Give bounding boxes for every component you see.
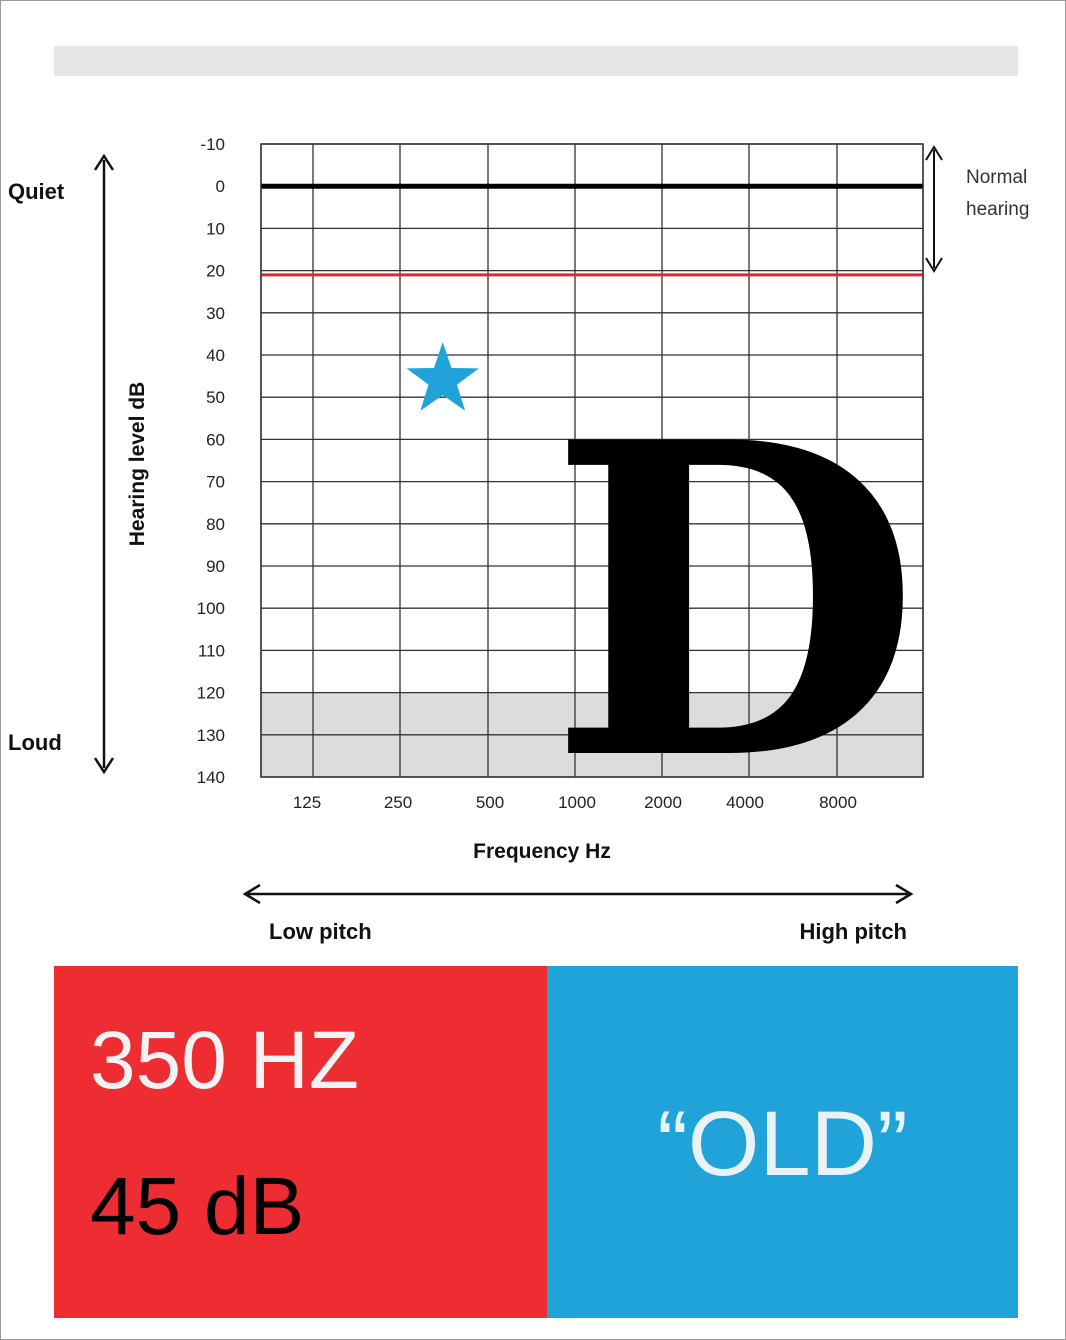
x-axis-title: Frequency Hz xyxy=(473,840,611,863)
audiogram-chart: -10 0 10 20 30 40 50 60 70 80 90 100 110 120 130 140 125… xyxy=(8,135,1029,944)
y-tick-label: 20 xyxy=(206,262,225,281)
y-tick-label: 100 xyxy=(197,599,225,618)
x-tick-label: 2000 xyxy=(644,793,682,812)
y-tick-label: 50 xyxy=(206,388,225,407)
classification-panel: “OLD” xyxy=(547,966,1018,1318)
low-pitch-label: Low pitch xyxy=(269,919,372,944)
frequency-value: 350 HZ xyxy=(90,1015,359,1106)
y-tick-label: 130 xyxy=(197,726,225,745)
y-tick-label: 30 xyxy=(206,304,225,323)
classification-label: “OLD” xyxy=(657,1093,908,1195)
overlay-letter: D xyxy=(548,350,921,855)
x-tick-label: 4000 xyxy=(726,793,764,812)
y-tick-label: 140 xyxy=(197,768,225,787)
y-tick-label: 80 xyxy=(206,515,225,534)
y-tick-label: 0 xyxy=(216,177,225,196)
top-bar xyxy=(54,46,1018,76)
arrowhead-down xyxy=(93,757,115,775)
quiet-label: Quiet xyxy=(8,179,65,204)
arrowhead-up xyxy=(93,153,115,171)
normal-hearing-label: Normal xyxy=(966,167,1027,188)
plot-border xyxy=(260,143,924,778)
y-tick-label: -10 xyxy=(200,135,225,154)
x-tick-label: 500 xyxy=(476,793,504,812)
loud-label: Loud xyxy=(8,730,62,755)
x-tick-label: 8000 xyxy=(819,793,857,812)
arrowhead-right xyxy=(895,883,914,905)
y-tick-label: 90 xyxy=(206,557,225,576)
x-tick-label: 250 xyxy=(384,793,412,812)
normal-hearing-label: hearing xyxy=(966,199,1029,220)
y-tick-label: 110 xyxy=(198,641,225,660)
arrowhead-left xyxy=(242,883,261,905)
x-tick-label: 1000 xyxy=(558,793,596,812)
arrowhead-up xyxy=(925,145,943,161)
y-tick-label: 120 xyxy=(197,684,225,703)
hearing-values-panel: 350 HZ 45 dB xyxy=(54,966,547,1318)
x-tick-label: 125 xyxy=(293,793,321,812)
y-tick-label: 70 xyxy=(206,473,225,492)
y-tick-label: 40 xyxy=(206,346,225,365)
star-marker xyxy=(406,342,479,411)
y-tick-label: 60 xyxy=(206,430,225,449)
level-value: 45 dB xyxy=(90,1161,305,1252)
y-axis-title: Hearing level dB xyxy=(126,382,149,547)
y-tick-label: 10 xyxy=(206,219,225,238)
arrowhead-down xyxy=(925,257,943,273)
high-pitch-label: High pitch xyxy=(799,919,907,944)
